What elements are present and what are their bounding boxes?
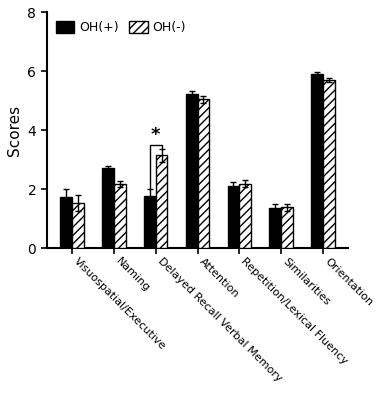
Bar (156, 155, 167, 248)
Bar (114, 184, 126, 248)
Bar (281, 207, 293, 248)
Bar (311, 74, 323, 248)
Bar (197, 99, 209, 248)
Bar (60, 197, 72, 248)
Bar (72, 203, 84, 248)
Legend: OH(+), OH(-): OH(+), OH(-) (50, 16, 191, 39)
Bar (323, 80, 335, 248)
Bar (269, 208, 281, 248)
Bar (186, 94, 197, 248)
Bar (144, 196, 156, 248)
Y-axis label: Scores: Scores (7, 105, 22, 156)
Bar (228, 186, 240, 248)
Text: *: * (151, 126, 160, 144)
Bar (240, 184, 251, 248)
Bar (102, 168, 114, 248)
